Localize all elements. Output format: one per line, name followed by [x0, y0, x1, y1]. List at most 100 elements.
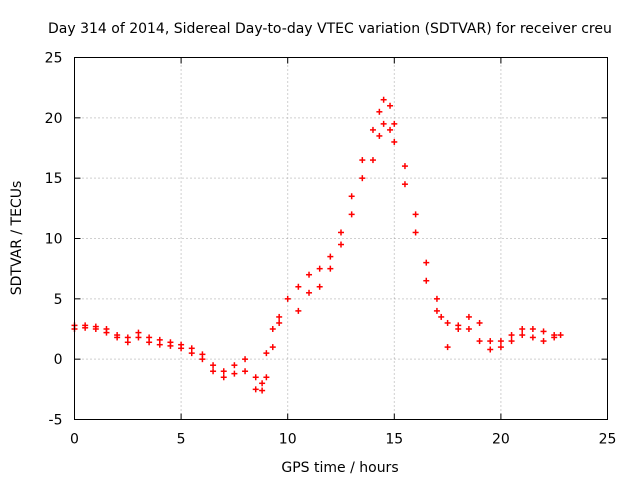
data-point	[380, 96, 387, 103]
y-tick-label: 10	[45, 232, 63, 248]
data-point	[444, 344, 451, 351]
data-point	[412, 211, 419, 218]
data-point	[156, 341, 163, 348]
data-point	[135, 334, 142, 341]
data-point	[529, 334, 536, 341]
data-point	[124, 339, 131, 346]
data-point	[210, 362, 217, 369]
data-point	[263, 374, 270, 381]
data-point	[306, 271, 313, 278]
data-point	[276, 319, 283, 326]
x-tick-label: 25	[599, 432, 617, 448]
data-point	[316, 265, 323, 272]
data-point	[387, 102, 394, 109]
data-point	[338, 229, 344, 236]
data-point	[438, 313, 445, 320]
data-point	[519, 326, 526, 332]
data-point	[508, 332, 515, 339]
data-point	[423, 277, 430, 284]
data-point	[295, 307, 302, 314]
x-tick-label: 15	[385, 432, 403, 448]
data-point	[476, 319, 483, 326]
data-point	[306, 289, 313, 296]
data-point	[380, 120, 387, 127]
data-point	[231, 362, 238, 369]
data-point	[178, 345, 185, 352]
y-tick-label: 25	[45, 51, 63, 67]
data-point	[259, 380, 266, 387]
data-point	[220, 374, 227, 381]
data-point	[188, 350, 195, 357]
data-point	[359, 175, 366, 182]
data-point	[276, 313, 283, 320]
x-tick-label: 5	[177, 432, 186, 448]
data-point	[391, 120, 398, 127]
data-point	[369, 126, 376, 133]
y-tick-label: 15	[45, 171, 63, 187]
data-point	[455, 326, 462, 332]
data-point	[242, 368, 249, 375]
data-point	[433, 295, 440, 302]
data-point	[423, 259, 430, 266]
data-point	[387, 126, 394, 133]
data-point	[540, 328, 547, 335]
data-point	[359, 157, 366, 164]
data-point	[327, 253, 334, 260]
data-point	[497, 338, 504, 345]
data-point	[508, 338, 515, 345]
x-axis-label: GPS time / hours	[281, 460, 398, 476]
data-point	[412, 229, 419, 236]
y-tick-labels: -5 0 5 10 15 20 25	[45, 51, 63, 429]
data-point	[338, 241, 344, 248]
data-point	[263, 350, 270, 357]
data-point	[103, 329, 110, 336]
y-tick-label: 5	[54, 292, 63, 308]
data-point	[295, 283, 302, 290]
data-point	[519, 332, 526, 339]
data-point	[529, 326, 536, 332]
data-point	[269, 344, 276, 351]
chart-title: Day 314 of 2014, Sidereal Day-to-day VTE…	[48, 21, 612, 37]
data-point	[444, 319, 451, 326]
data-point	[369, 157, 376, 164]
plot-frame	[74, 57, 608, 420]
data-point	[199, 356, 206, 363]
data-point	[465, 326, 472, 332]
data-point	[551, 334, 558, 341]
data-point	[146, 339, 153, 346]
data-point	[497, 344, 504, 351]
data-point	[259, 387, 266, 394]
axis-ticks	[74, 57, 608, 420]
data-point	[348, 211, 355, 218]
data-point	[557, 332, 564, 339]
x-tick-labels: 0 5 10 15 20 25	[70, 432, 616, 448]
data-point	[82, 324, 89, 331]
x-tick-label: 10	[279, 432, 297, 448]
data-point	[327, 265, 334, 272]
data-point	[167, 342, 174, 349]
data-point	[540, 338, 547, 345]
y-axis-label: SDTVAR / TECUs	[9, 181, 25, 296]
data-point	[114, 334, 121, 341]
data-points	[71, 96, 564, 394]
y-tick-label: 0	[54, 352, 63, 368]
data-point	[476, 338, 483, 345]
data-point	[376, 108, 383, 115]
data-point	[376, 132, 383, 139]
y-tick-label: 20	[45, 111, 63, 127]
data-point	[391, 138, 398, 145]
data-point	[242, 356, 249, 363]
data-point	[269, 326, 276, 332]
grid-lines	[74, 57, 608, 420]
data-point	[433, 307, 440, 314]
data-point	[316, 283, 323, 290]
data-point	[220, 368, 227, 375]
y-tick-label: -5	[49, 413, 63, 429]
data-point	[348, 193, 355, 200]
data-point	[252, 374, 259, 381]
x-tick-label: 0	[70, 432, 79, 448]
data-point	[465, 313, 472, 320]
data-point	[284, 295, 291, 302]
data-point	[252, 386, 259, 393]
